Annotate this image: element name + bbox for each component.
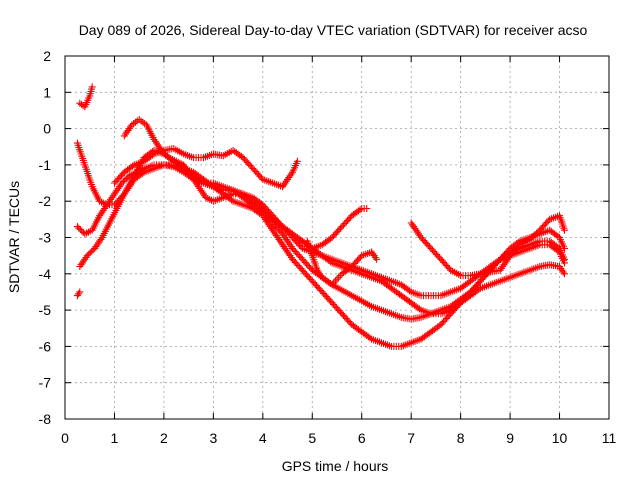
chart-title: Day 089 of 2026, Sidereal Day-to-day VTE… <box>79 22 588 38</box>
x-tick-label: 10 <box>552 430 568 446</box>
x-tick-label: 2 <box>160 430 168 446</box>
x-tick-label: 5 <box>308 430 316 446</box>
y-tick-label: -8 <box>39 411 52 427</box>
x-tick-label: 0 <box>61 430 69 446</box>
data-point-marks <box>407 212 568 280</box>
y-axis-label: SDTVAR / TECUs <box>6 181 22 293</box>
x-tick-label: 8 <box>457 430 465 446</box>
y-tick-labels: -8 -7 -6 -5 -4 -3 -2 -1 0 1 2 <box>39 48 52 427</box>
x-tick-label: 6 <box>358 430 366 446</box>
y-tick-label: -1 <box>39 157 52 173</box>
data-point-marks <box>303 237 381 289</box>
series-track-9 <box>407 212 568 280</box>
x-tick-label: 11 <box>602 430 617 446</box>
y-tick-label: 0 <box>43 121 51 137</box>
data-point-marks <box>73 288 84 300</box>
y-tick-label: -6 <box>39 338 52 354</box>
x-tick-label: 7 <box>407 430 415 446</box>
y-tick-label: 2 <box>43 48 51 64</box>
series-track-6 <box>76 83 96 111</box>
data-point-marks <box>111 145 301 191</box>
series-track-7 <box>73 288 84 300</box>
x-tick-label: 4 <box>259 430 267 446</box>
x-tick-label: 1 <box>111 430 119 446</box>
x-tick-label: 3 <box>209 430 217 446</box>
y-tick-label: -4 <box>39 266 52 282</box>
series-track-5 <box>111 145 301 191</box>
y-tick-label: -2 <box>39 193 52 209</box>
data-point-marks <box>76 83 96 111</box>
y-tick-label: -3 <box>39 230 52 246</box>
data-points <box>73 83 568 350</box>
axis-ticks <box>64 55 610 420</box>
x-tick-labels: 0 1 2 3 4 5 6 7 8 9 10 11 <box>61 430 616 446</box>
data-point-marks <box>73 161 568 323</box>
x-tick-label: 9 <box>506 430 514 446</box>
series-track-1 <box>73 161 568 323</box>
series-track-10 <box>303 237 381 289</box>
data-point-marks <box>76 161 568 350</box>
y-tick-label: -5 <box>39 302 52 318</box>
series-track-2 <box>76 161 568 350</box>
x-axis-label: GPS time / hours <box>282 458 389 474</box>
y-tick-label: 1 <box>43 84 51 100</box>
y-tick-label: -7 <box>39 375 52 391</box>
